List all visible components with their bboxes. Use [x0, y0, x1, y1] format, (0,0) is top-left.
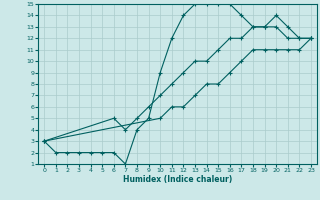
X-axis label: Humidex (Indice chaleur): Humidex (Indice chaleur) — [123, 175, 232, 184]
